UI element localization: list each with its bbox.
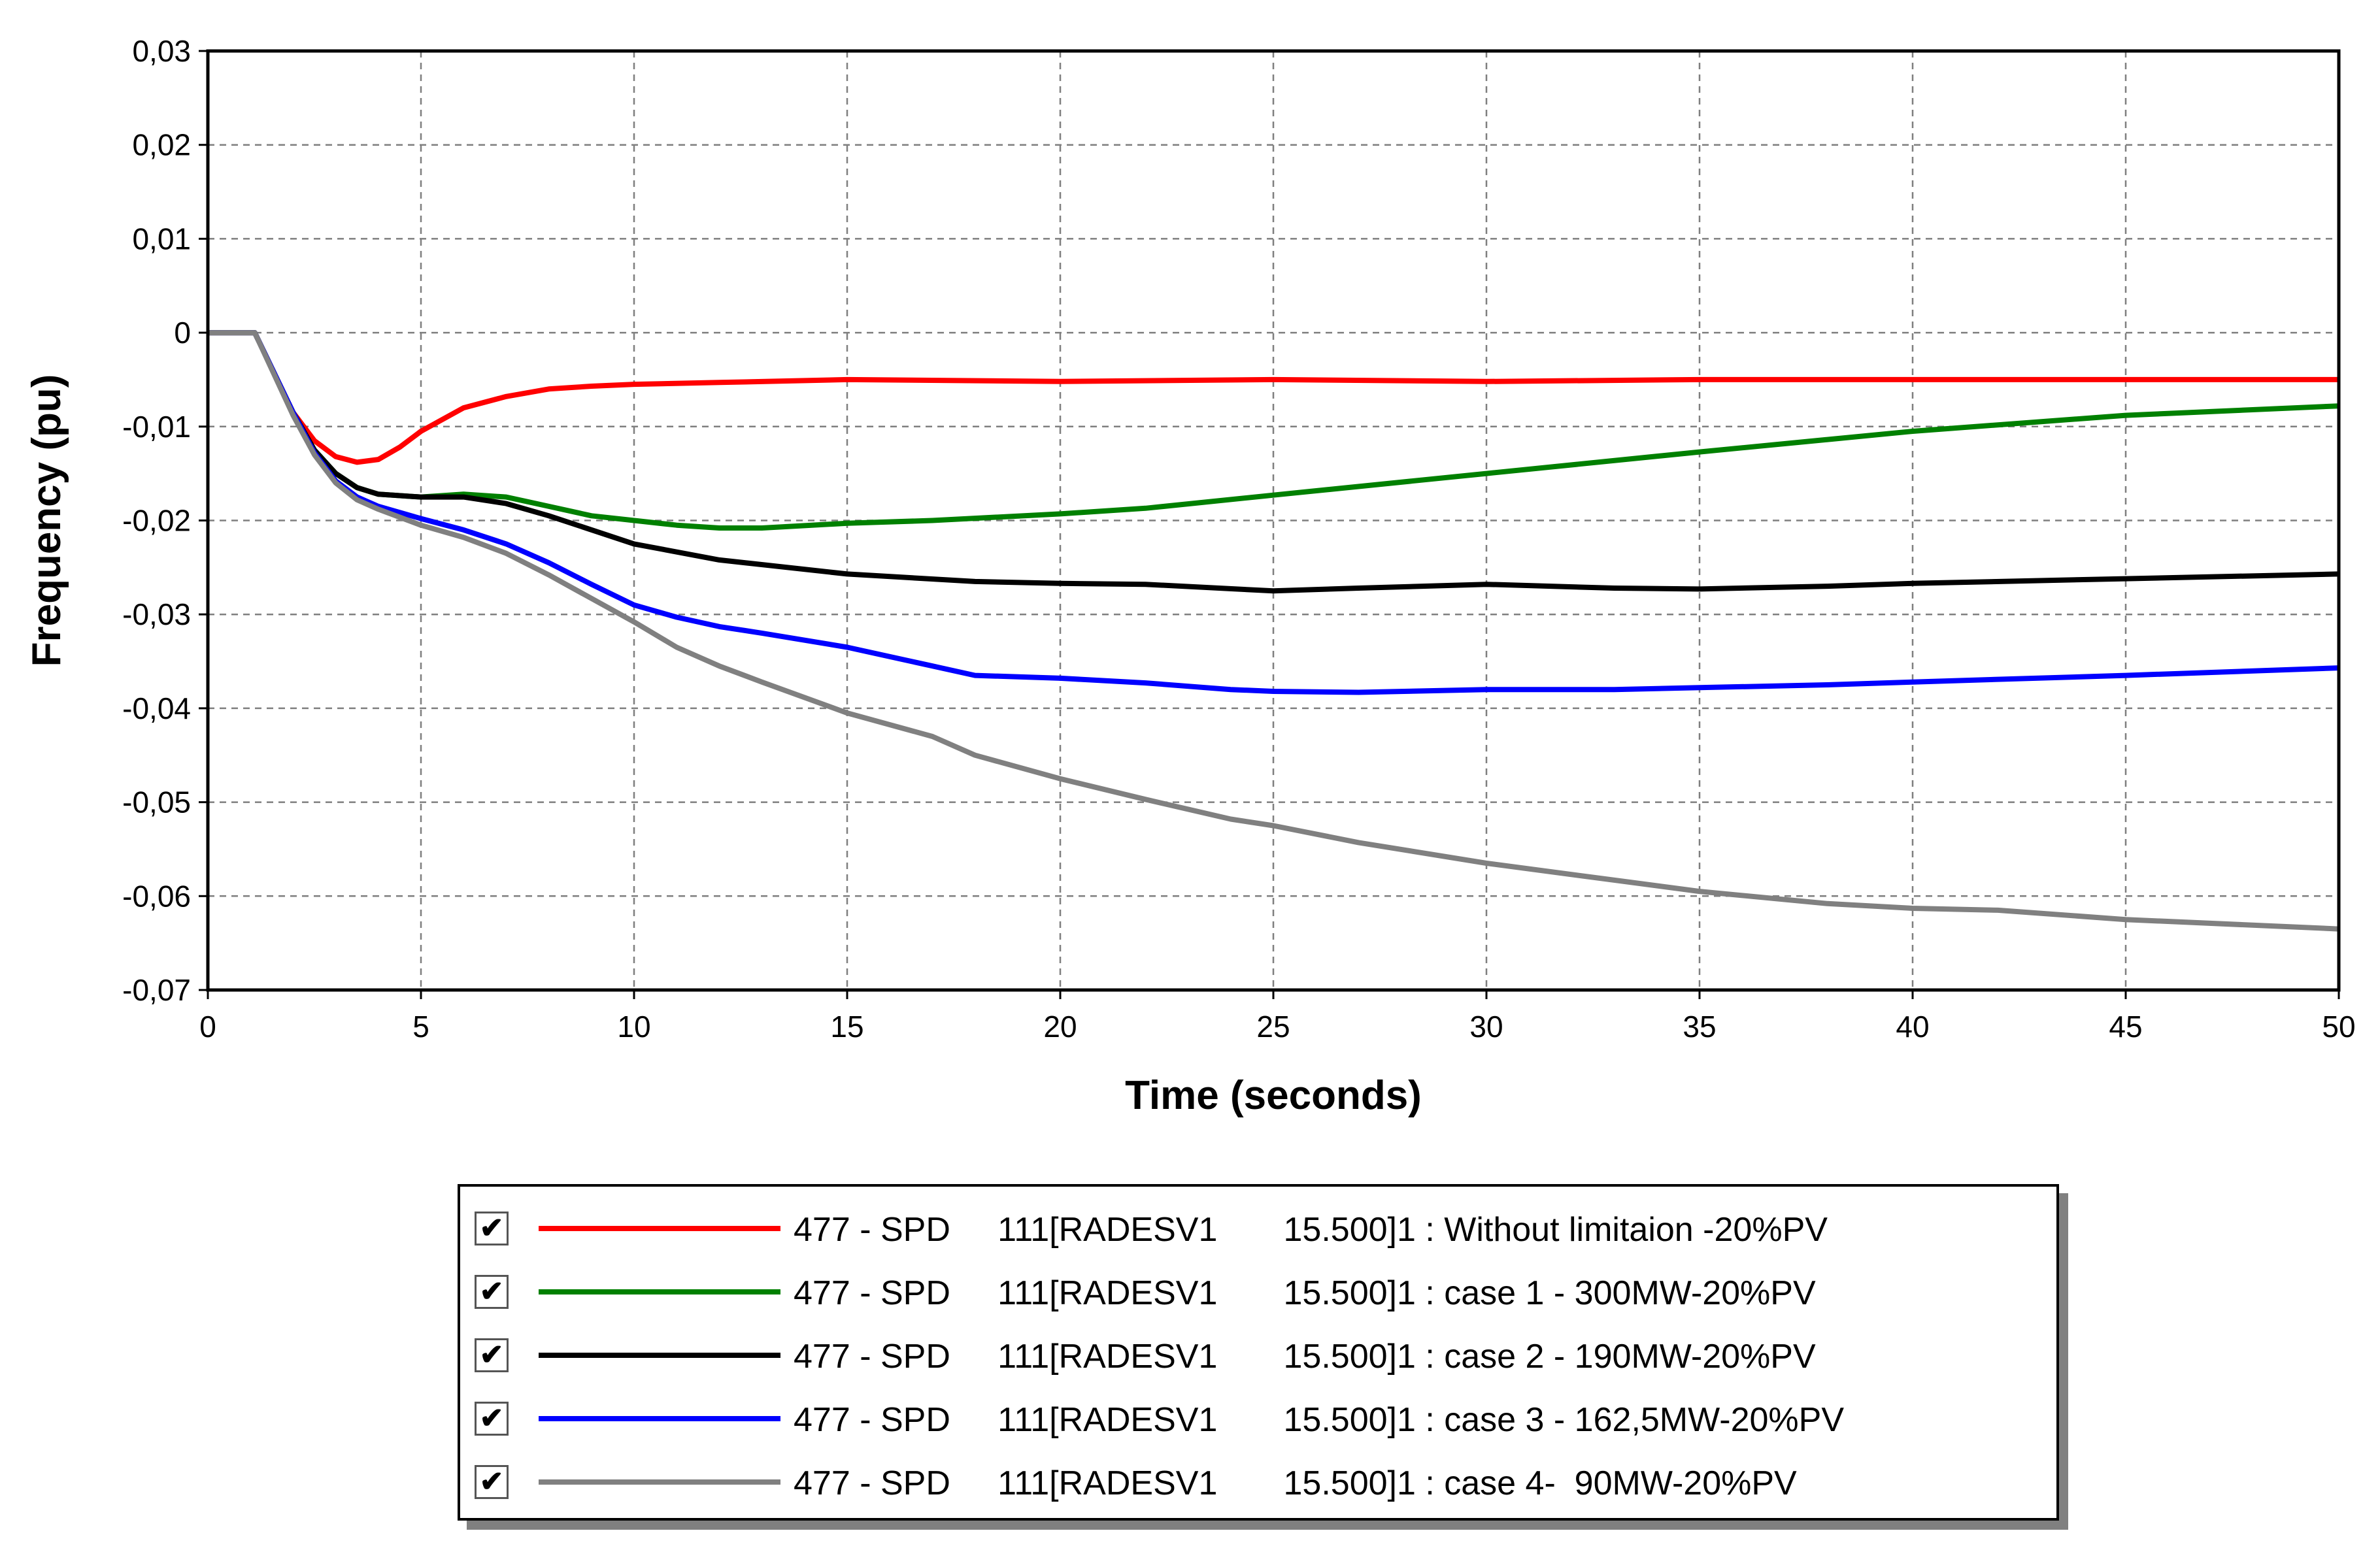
y-tick-label: -0,02 <box>122 504 191 538</box>
legend-checkbox[interactable]: ✔ <box>475 1212 509 1245</box>
legend: ✔ 477 - SPD 111[RADESV1 15.500]1 : Withou… <box>458 1184 2059 1521</box>
legend-swatch <box>539 1479 780 1485</box>
y-axis-title: Frequency (pu) <box>24 374 69 667</box>
y-tick-label: -0,07 <box>122 973 191 1007</box>
y-tick-label: -0,05 <box>122 785 191 819</box>
legend-item: ✔ 477 - SPD 111[RADESV1 15.500]1 : case 4… <box>460 1451 2056 1513</box>
x-tick-label: 30 <box>1469 1010 1503 1044</box>
legend-item: ✔ 477 - SPD 111[RADESV1 15.500]1 : Withou… <box>460 1197 2056 1260</box>
x-tick-label: 40 <box>1896 1010 1929 1044</box>
y-tick-label: 0,01 <box>132 222 191 256</box>
legend-checkbox[interactable]: ✔ <box>475 1338 509 1372</box>
y-tick-label: 0 <box>174 316 191 350</box>
x-tick-label: 15 <box>830 1010 863 1044</box>
legend-checkbox[interactable]: ✔ <box>475 1275 509 1309</box>
y-tick-label: -0,03 <box>122 597 191 631</box>
series-lines <box>208 330 2339 932</box>
legend-item: ✔ 477 - SPD 111[RADESV1 15.500]1 : case 3… <box>460 1387 2056 1450</box>
x-tick-label: 10 <box>617 1010 650 1044</box>
x-tick-label: 25 <box>1256 1010 1290 1044</box>
legend-item: ✔ 477 - SPD 111[RADESV1 15.500]1 : case 1… <box>460 1261 2056 1323</box>
gridlines <box>208 51 2339 990</box>
x-axis-ticks: 0 5 10 15 20 25 30 35 40 45 50 <box>199 990 2356 1044</box>
y-tick-label: 0,03 <box>132 34 191 68</box>
legend-swatch <box>539 1416 780 1421</box>
x-tick-label: 35 <box>1683 1010 1716 1044</box>
frequency-chart: 0 5 10 15 20 25 30 35 40 45 50 0,03 0,02 0,01 0 -0,01 -… <box>24 34 2356 1118</box>
y-tick-label: -0,04 <box>122 691 191 725</box>
y-tick-label: -0,06 <box>122 879 191 913</box>
y-tick-label: -0,01 <box>122 410 191 444</box>
x-tick-label: 5 <box>412 1010 429 1044</box>
legend-label: 477 - SPD 111[RADESV1 15.500]1 : case 1 … <box>794 1274 1816 1312</box>
legend-checkbox[interactable]: ✔ <box>475 1465 509 1499</box>
legend-item: ✔ 477 - SPD 111[RADESV1 15.500]1 : case 2… <box>460 1324 2056 1387</box>
legend-swatch <box>539 1289 780 1294</box>
y-axis-ticks: 0,03 0,02 0,01 0 -0,01 -0,02 -0,03 -0,04 -0,05 -0… <box>122 34 208 1007</box>
x-axis-title: Time (seconds) <box>1125 1073 1422 1118</box>
x-tick-label: 20 <box>1043 1010 1077 1044</box>
x-tick-label: 50 <box>2322 1010 2355 1044</box>
legend-label: 477 - SPD 111[RADESV1 15.500]1 : case 2 … <box>794 1338 1816 1376</box>
series-line-1 <box>208 330 2339 465</box>
legend-swatch <box>539 1226 780 1231</box>
legend-checkbox[interactable]: ✔ <box>475 1402 509 1436</box>
legend-swatch <box>539 1353 780 1358</box>
y-tick-label: 0,02 <box>132 128 191 162</box>
legend-label: 477 - SPD 111[RADESV1 15.500]1 : case 4-… <box>794 1464 1797 1502</box>
legend-label: 477 - SPD 111[RADESV1 15.500]1 : case 3 … <box>794 1401 1845 1439</box>
series-line-3 <box>208 330 2339 594</box>
x-tick-label: 0 <box>199 1010 216 1044</box>
series-line-5 <box>208 330 2339 932</box>
legend-label: 477 - SPD 111[RADESV1 15.500]1 : Without… <box>794 1211 1828 1249</box>
x-tick-label: 45 <box>2109 1010 2142 1044</box>
